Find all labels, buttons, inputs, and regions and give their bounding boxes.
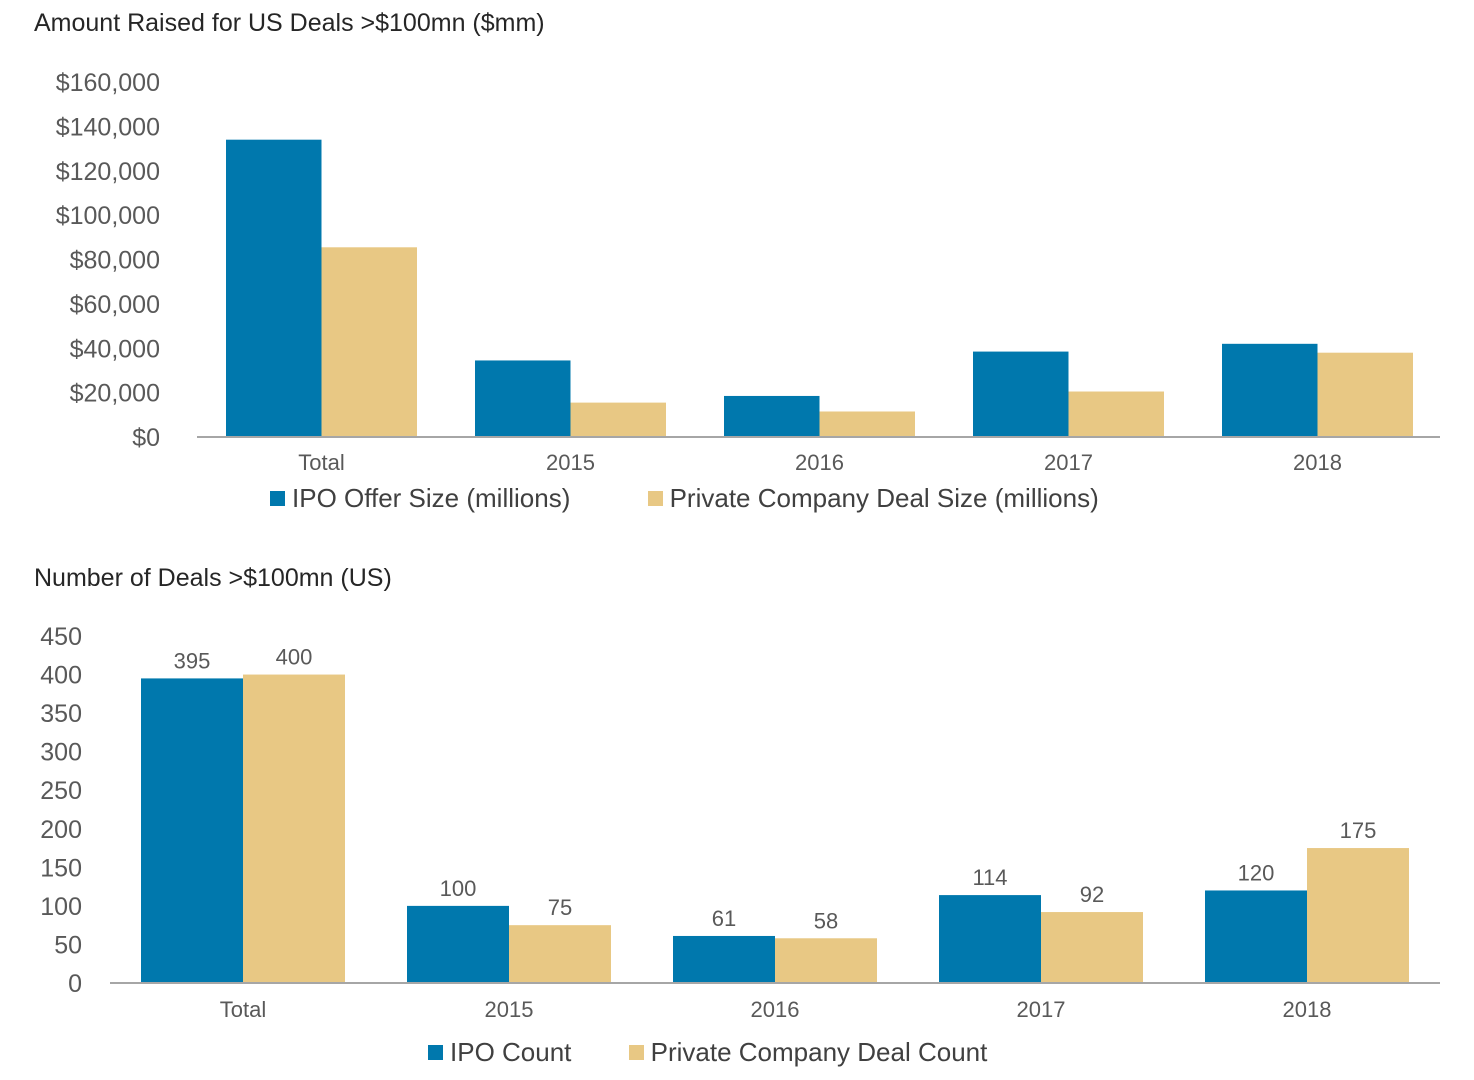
chart-title-amount-raised: Amount Raised for US Deals >$100mn ($mm) bbox=[34, 9, 545, 37]
x-tick-label: 2016 bbox=[751, 997, 800, 1022]
data-label: 100 bbox=[440, 876, 477, 901]
legend-label-ipo-offer-size: IPO Offer Size (millions) bbox=[292, 483, 571, 513]
legend-swatch-private bbox=[628, 1045, 644, 1060]
bar-ipo bbox=[673, 935, 775, 983]
bar-ipo bbox=[724, 395, 820, 437]
legend-item-private-deal-count: Private Company Deal Count bbox=[628, 1037, 988, 1068]
data-label: 61 bbox=[712, 906, 736, 931]
y-tick-label: $40,000 bbox=[70, 335, 160, 363]
x-tick-label: Total bbox=[298, 450, 344, 475]
y-tick-label: $120,000 bbox=[56, 158, 160, 186]
y-tick-label: 200 bbox=[40, 816, 82, 844]
x-tick-label: 2016 bbox=[795, 450, 844, 475]
data-label: 114 bbox=[972, 865, 1007, 890]
legend-swatch-ipo bbox=[428, 1045, 443, 1060]
data-label: 400 bbox=[276, 645, 313, 670]
data-label: 175 bbox=[1340, 818, 1377, 843]
y-tick-label: $80,000 bbox=[70, 247, 160, 275]
bar-private bbox=[775, 938, 877, 983]
bar-private bbox=[509, 925, 611, 983]
legend-item-ipo-count: IPO Count bbox=[428, 1037, 571, 1068]
bar-ipo bbox=[475, 360, 571, 437]
data-label: 120 bbox=[1238, 860, 1275, 885]
bar-ipo bbox=[407, 905, 509, 983]
y-tick-label: 400 bbox=[40, 662, 82, 690]
bar-private bbox=[1041, 912, 1143, 983]
y-tick-label: $0 bbox=[132, 424, 160, 452]
y-tick-label: $100,000 bbox=[56, 202, 160, 230]
bar-ipo bbox=[141, 678, 243, 983]
legend-swatch-ipo bbox=[270, 491, 285, 506]
x-tick-label: 2017 bbox=[1044, 450, 1093, 475]
data-label: 58 bbox=[814, 908, 838, 933]
x-tick-label: Total bbox=[220, 997, 266, 1022]
bar-private bbox=[819, 411, 915, 437]
legend-label-private-deal-count: Private Company Deal Count bbox=[650, 1037, 988, 1067]
data-label: 92 bbox=[1080, 882, 1104, 907]
amount-raised-legend: IPO Offer Size (millions) Private Compan… bbox=[270, 482, 1099, 514]
y-tick-label: 0 bbox=[68, 970, 82, 998]
y-tick-label: 450 bbox=[40, 623, 82, 651]
amount-raised-bar-chart: $0 $20,000 $40,000 $60,000 $80,000 $100,000 $1… bbox=[56, 69, 1440, 475]
number-of-deals-bar-chart: 0 50 100 150 200 250 300 350 400 450 395 400 Total 10… bbox=[40, 623, 1440, 1022]
bar-ipo bbox=[939, 895, 1041, 983]
y-tick-label: 150 bbox=[40, 854, 82, 882]
number-of-deals-legend: IPO Count Private Company Deal Count bbox=[428, 1036, 987, 1068]
y-tick-label: $20,000 bbox=[70, 380, 160, 408]
bar-private bbox=[321, 247, 417, 437]
chart-title-number-of-deals: Number of Deals >$100mn (US) bbox=[34, 564, 392, 592]
legend-item-private-deal-size: Private Company Deal Size (millions) bbox=[647, 483, 1099, 514]
y-tick-label: 300 bbox=[40, 739, 82, 767]
bar-private bbox=[570, 402, 666, 437]
bar-ipo bbox=[1222, 343, 1318, 437]
bar-private bbox=[1307, 848, 1409, 983]
legend-label-ipo-count: IPO Count bbox=[450, 1037, 572, 1067]
legend-label-private-deal-size: Private Company Deal Size (millions) bbox=[669, 483, 1099, 513]
x-tick-label: 2017 bbox=[1017, 997, 1066, 1022]
y-tick-label: $140,000 bbox=[56, 113, 160, 141]
legend-item-ipo-offer-size: IPO Offer Size (millions) bbox=[270, 483, 570, 514]
bar-ipo bbox=[226, 139, 322, 437]
y-tick-label: 50 bbox=[54, 931, 82, 959]
x-tick-label: 2015 bbox=[546, 450, 595, 475]
bar-ipo bbox=[1205, 890, 1307, 983]
x-tick-label: 2018 bbox=[1293, 450, 1342, 475]
y-tick-label: $160,000 bbox=[56, 69, 160, 97]
y-tick-label: 250 bbox=[40, 777, 82, 805]
legend-swatch-private bbox=[647, 491, 663, 506]
data-label: 75 bbox=[548, 895, 572, 920]
y-tick-label: 100 bbox=[40, 893, 82, 921]
x-tick-label: 2015 bbox=[485, 997, 534, 1022]
y-tick-label: 350 bbox=[40, 700, 82, 728]
x-tick-label: 2018 bbox=[1283, 997, 1332, 1022]
bar-ipo bbox=[973, 351, 1069, 437]
bar-private bbox=[1317, 352, 1413, 437]
y-tick-label: $60,000 bbox=[70, 291, 160, 319]
data-label: 395 bbox=[174, 648, 211, 673]
bar-private bbox=[1068, 391, 1164, 437]
bar-private bbox=[243, 674, 345, 983]
